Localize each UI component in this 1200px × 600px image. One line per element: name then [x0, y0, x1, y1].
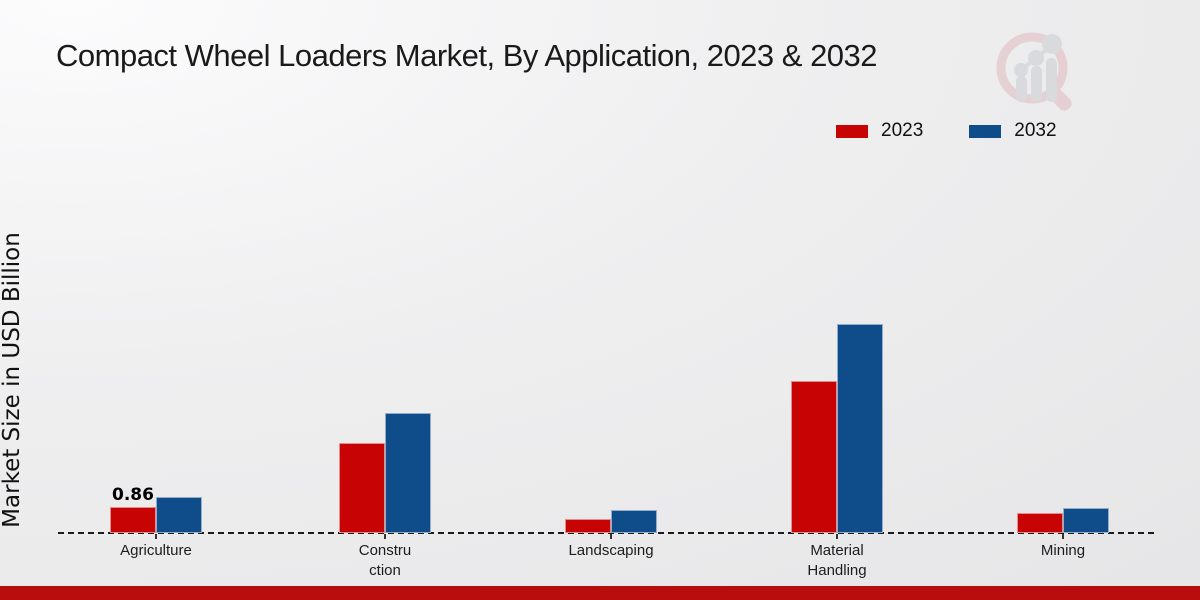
- legend-swatch-2032: [969, 124, 1002, 138]
- x-axis-tick-landscaping: [610, 534, 612, 539]
- bar-2023-construction: [339, 443, 385, 533]
- category-label-construction: Constru ction: [358, 542, 412, 579]
- bar-2032-construction: [385, 413, 431, 533]
- bar-2023-mining: [1017, 512, 1063, 533]
- x-axis-tick-construction: [384, 534, 386, 539]
- category-label-mining: Mining: [1040, 542, 1086, 559]
- category-label-landscaping: Landscaping: [568, 542, 654, 559]
- legend: 2023 2032: [836, 120, 1057, 142]
- value-label-2023-agriculture: 0.86: [112, 485, 154, 506]
- bar-2023-material-handling: [791, 380, 837, 533]
- legend-item-2023: 2023: [836, 120, 923, 142]
- x-axis-tick-mining: [1062, 534, 1064, 539]
- bar-2032-material-handling: [837, 323, 883, 533]
- bar-2032-agriculture: [156, 497, 202, 533]
- category-label-agriculture: Agriculture: [120, 542, 192, 559]
- bar-2032-landscaping: [611, 509, 657, 533]
- category-label-material-handling: Material Handling: [807, 542, 867, 579]
- chart-title: Compact Wheel Loaders Market, By Applica…: [56, 38, 878, 73]
- x-axis-tick-material-handling: [836, 534, 838, 539]
- bar-2032-mining: [1063, 507, 1109, 533]
- x-axis-baseline: [58, 532, 1157, 534]
- legend-label-2032: 2032: [1014, 120, 1057, 141]
- bottom-accent-bar: [0, 586, 1200, 600]
- legend-label-2023: 2023: [881, 120, 924, 141]
- x-axis-tick-agriculture: [155, 534, 157, 539]
- legend-swatch-2023: [836, 124, 868, 138]
- bar-2023-landscaping: [565, 518, 611, 533]
- bar-2023-agriculture: [110, 507, 156, 533]
- magnifier-bar-chart-logo-icon: [996, 32, 1072, 111]
- legend-item-2032: 2032: [969, 120, 1057, 142]
